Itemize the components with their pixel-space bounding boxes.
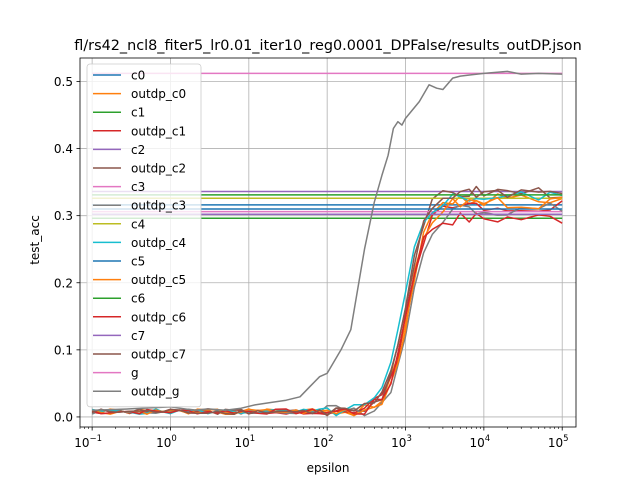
y-tick-label: 0.1 (54, 343, 73, 357)
legend-label: c1 (131, 106, 145, 120)
legend-label: c4 (131, 217, 145, 231)
chart-title: fl/rs42_ncl8_fiter5_lr0.01_iter10_reg0.0… (74, 38, 581, 54)
legend-label: outdp_g (131, 385, 180, 399)
legend-label: outdp_c5 (131, 273, 186, 287)
legend-label: c3 (131, 180, 145, 194)
x-tick-base: 10 (548, 436, 563, 450)
x-tick-exponent: −1 (90, 434, 103, 444)
legend-label: c0 (131, 69, 145, 83)
legend-label: c6 (131, 292, 145, 306)
y-tick-label: 0.0 (54, 410, 73, 424)
x-tick-base: 10 (470, 436, 485, 450)
y-tick-label: 0.5 (54, 75, 73, 89)
legend-label: outdp_c4 (131, 236, 186, 250)
x-tick-exponent: 3 (406, 434, 411, 444)
x-tick-exponent: 1 (250, 434, 255, 444)
x-tick-exponent: 2 (328, 434, 333, 444)
x-axis-label: epsilon (307, 461, 350, 475)
x-tick-exponent: 4 (485, 434, 490, 444)
legend-label: outdp_c6 (131, 310, 186, 324)
legend-label: c7 (131, 329, 145, 343)
y-tick-label: 0.3 (54, 209, 73, 223)
legend-label: c2 (131, 143, 145, 157)
x-tick-label: 102 (313, 434, 334, 450)
x-tick-label: 104 (470, 434, 491, 450)
legend-label: g (131, 366, 139, 380)
x-tick-exponent: 5 (563, 434, 568, 444)
y-axis-label: test_acc (28, 215, 42, 265)
x-tick-exponent: 0 (171, 434, 176, 444)
legend-label: c5 (131, 255, 145, 269)
series-line-outdp_g (92, 70, 563, 411)
legend-label: outdp_c1 (131, 124, 186, 138)
x-tick-base: 10 (391, 436, 406, 450)
legend-label: outdp_c2 (131, 162, 186, 176)
x-tick-label: 101 (234, 434, 255, 450)
y-tick-label: 0.2 (54, 276, 73, 290)
x-tick-base: 10 (313, 436, 328, 450)
x-tick-label: 100 (156, 434, 177, 450)
x-tick-label: 105 (548, 434, 569, 450)
legend: c0 outdp_c0 c1 outdp_c1 c2 outdp_c2 c3 outdp_c3… (86, 63, 202, 408)
x-tick-base: 10 (156, 436, 171, 450)
plot-frame (79, 57, 577, 428)
x-tick-base: 10 (74, 436, 89, 450)
x-tick-label: 103 (391, 434, 412, 450)
series-line-outdp_c7 (91, 188, 563, 416)
x-tick-base: 10 (234, 436, 249, 450)
y-tick-label: 0.4 (54, 142, 73, 156)
legend-label: outdp_c0 (131, 87, 186, 101)
x-tick-label: 10−1 (74, 434, 102, 450)
legend-label: outdp_c3 (131, 199, 186, 213)
legend-label: outdp_c7 (131, 348, 186, 362)
